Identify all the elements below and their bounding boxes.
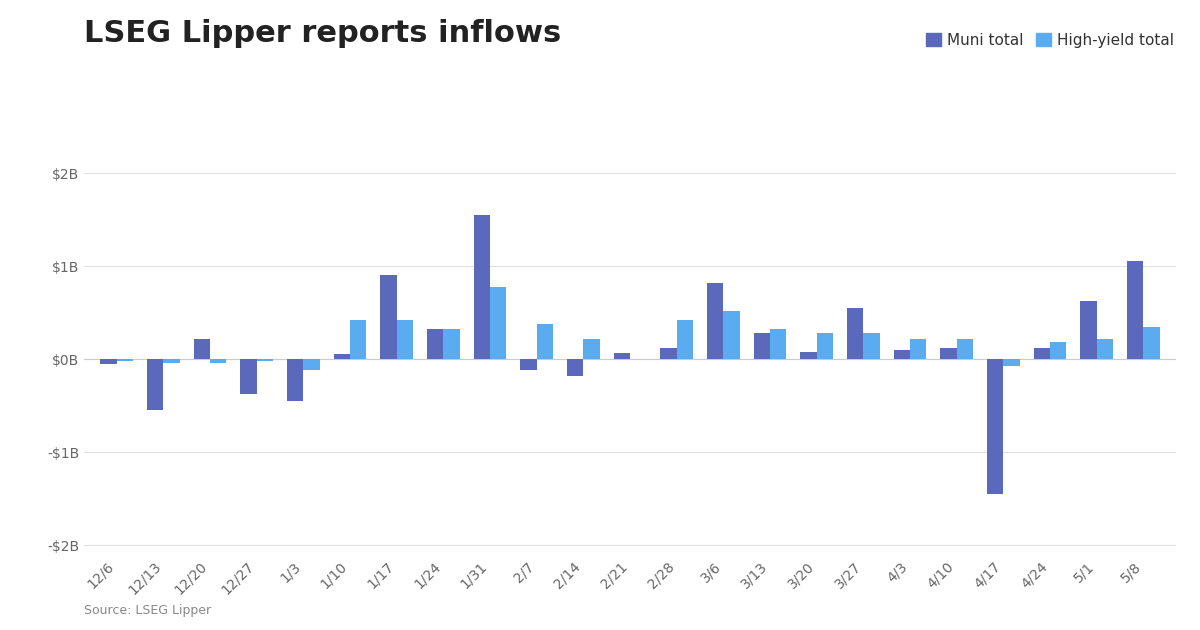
Bar <box>707 283 724 359</box>
Bar <box>427 329 443 359</box>
Bar <box>163 359 180 363</box>
Bar <box>941 348 956 359</box>
Bar <box>210 359 227 363</box>
Bar <box>770 329 786 359</box>
Bar <box>1033 348 1050 359</box>
Text: Source: LSEG Lipper: Source: LSEG Lipper <box>84 604 211 617</box>
Bar <box>1050 342 1067 359</box>
Text: LSEG Lipper reports inflows: LSEG Lipper reports inflows <box>84 19 562 48</box>
Bar <box>257 359 274 361</box>
Bar <box>334 355 350 359</box>
Bar <box>521 359 536 370</box>
Bar <box>863 333 880 359</box>
Bar <box>910 339 926 359</box>
Bar <box>660 348 677 359</box>
Bar <box>847 308 863 359</box>
Bar <box>956 339 973 359</box>
Bar <box>536 324 553 359</box>
Bar <box>193 339 210 359</box>
Bar <box>287 359 304 401</box>
Bar <box>724 311 739 359</box>
Bar <box>1127 261 1144 359</box>
Bar <box>1003 359 1020 365</box>
Bar <box>1097 339 1114 359</box>
Bar <box>474 215 490 359</box>
Bar <box>443 329 460 359</box>
Bar <box>240 359 257 394</box>
Bar <box>986 359 1003 494</box>
Bar <box>754 333 770 359</box>
Bar <box>894 350 910 359</box>
Bar <box>116 359 133 361</box>
Bar <box>1144 326 1159 359</box>
Bar <box>148 359 163 410</box>
Bar <box>397 320 413 359</box>
Bar <box>583 339 600 359</box>
Bar <box>613 353 630 359</box>
Bar <box>677 320 694 359</box>
Bar <box>101 359 116 364</box>
Bar <box>568 359 583 376</box>
Bar <box>490 287 506 359</box>
Bar <box>304 359 319 370</box>
Bar <box>800 352 817 359</box>
Bar <box>1080 301 1097 359</box>
Bar <box>350 320 366 359</box>
Bar <box>817 333 833 359</box>
Bar <box>380 275 397 359</box>
Legend: Muni total, High-yield total: Muni total, High-yield total <box>919 26 1181 54</box>
